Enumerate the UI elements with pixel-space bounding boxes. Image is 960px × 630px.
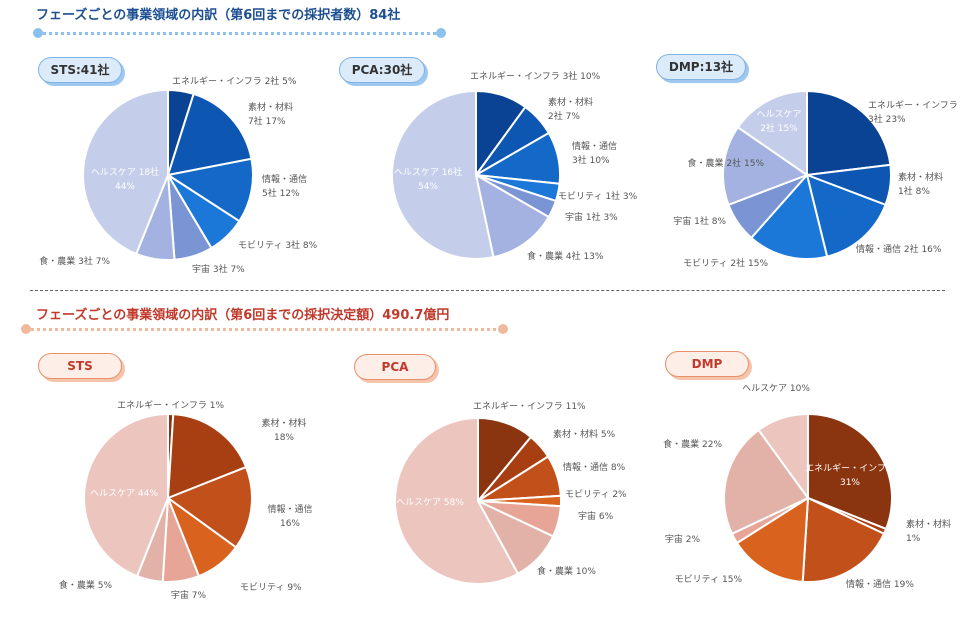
slice-label: 食・農業 4社 13%	[527, 250, 604, 262]
slice-label: 食・農業 3社 7%	[39, 255, 110, 267]
slice-label: モビリティ 3社 8%	[238, 239, 318, 251]
slice-label: 宇宙 7%	[171, 589, 207, 601]
slice-label: モビリティ 15%	[675, 574, 743, 585]
pie-slice	[82, 88, 169, 256]
pie-slice	[801, 496, 886, 583]
slice-label: 素材・材料 7社 17%	[248, 101, 293, 127]
pie-slice	[391, 89, 495, 260]
slice-label: エネルギー・インフラ 11%	[473, 401, 586, 412]
slice-label: 素材・材料 1社 8%	[898, 171, 943, 197]
slice-label: 食・農業 10%	[537, 565, 596, 577]
underline-dot	[21, 324, 31, 334]
pie-slice	[722, 428, 810, 536]
pie-slice	[165, 157, 254, 223]
section-divider	[30, 290, 945, 291]
slice-label: モビリティ 1社 3%	[558, 190, 638, 202]
slice-label: モビリティ 2%	[565, 489, 627, 500]
underline-dot	[436, 28, 446, 38]
slice-label: ヘルスケア 58%	[396, 497, 464, 508]
slice-label: モビリティ 2社 15%	[683, 257, 768, 269]
title-underline	[26, 328, 502, 331]
pie-slice	[722, 125, 810, 207]
section-title-amounts: フェーズごとの事業領域の内訳（第6回までの採択決定額）490.7億円	[36, 308, 450, 323]
underline-dot	[498, 324, 508, 334]
slice-label: エネルギー・インフラ 3社 10%	[470, 70, 601, 82]
title-underline	[38, 32, 436, 35]
slice-label: 素材・材料 1%	[906, 518, 951, 544]
slice-label: 素材・材料 2社 7%	[548, 96, 593, 122]
pie-slice	[805, 173, 887, 258]
slice-label: ヘルスケア 10%	[742, 383, 810, 394]
slice-label: モビリティ 9%	[240, 582, 302, 593]
pie-slice	[757, 412, 809, 502]
pie-slice	[736, 89, 808, 177]
badge-dmp-count: DMP:13社	[656, 54, 746, 80]
slice-label: ヘルスケア 18社 44%	[91, 166, 159, 192]
slice-label: 宇宙 2%	[665, 533, 701, 545]
pie-slice	[806, 89, 892, 177]
badge-pca-amount: PCA	[354, 354, 436, 380]
slice-label: 情報・通信 5社 12%	[262, 173, 307, 199]
section-title-adoptions: フェーズごとの事業領域の内訳（第6回までの採択者数）84社	[36, 8, 401, 23]
slice-label: 素材・材料 5%	[553, 428, 616, 440]
slice-label: エネルギー・インフラ 1%	[117, 400, 224, 411]
pie-slice	[474, 173, 551, 259]
slice-label: 素材・材料 18%	[261, 417, 306, 443]
slice-label: 情報・通信 16%	[267, 503, 312, 529]
slice-label: ヘルスケア 2社 15%	[756, 109, 801, 134]
slice-label: エネルギー・インフラ 31%	[805, 463, 895, 488]
slice-label: 宇宙 1社 8%	[673, 215, 726, 227]
underline-dot	[33, 28, 43, 38]
pie-slice	[166, 92, 253, 177]
slice-label: 情報・通信 19%	[846, 578, 914, 590]
badge-pca-count: PCA:30社	[339, 57, 425, 83]
slice-label: 情報・通信 2社 16%	[856, 243, 942, 255]
slice-label: エネルギー・インフラ 3社 23%	[868, 100, 958, 125]
slice-label: エネルギー・インフラ 2社 5%	[172, 75, 297, 87]
badge-sts-count: STS:41社	[38, 57, 122, 83]
slice-label: 食・農業 2社 15%	[688, 157, 765, 169]
slice-label: 食・農業 5%	[59, 579, 113, 591]
slice-label: 食・農業 22%	[663, 438, 722, 450]
pie-slice	[83, 412, 169, 578]
slice-label: 宇宙 3社 7%	[192, 263, 245, 275]
pie-slice	[394, 416, 520, 585]
badge-sts-amount: STS	[38, 353, 122, 379]
slice-label: 情報・通信 3社 10%	[572, 140, 617, 166]
slice-label: ヘルスケア 44%	[90, 488, 158, 499]
pie-slice	[749, 172, 829, 260]
pie-slice	[165, 465, 253, 549]
slice-label: 情報・通信 8%	[563, 461, 626, 473]
pie-slice	[807, 412, 893, 531]
slice-label: 宇宙 1社 3%	[565, 211, 618, 223]
pie-slice	[735, 496, 810, 583]
badge-dmp-amount: DMP	[665, 351, 749, 377]
slice-label: ヘルスケア 16社 54%	[394, 166, 462, 192]
pie-slice	[166, 413, 248, 500]
slice-label: 宇宙 6%	[578, 510, 614, 522]
